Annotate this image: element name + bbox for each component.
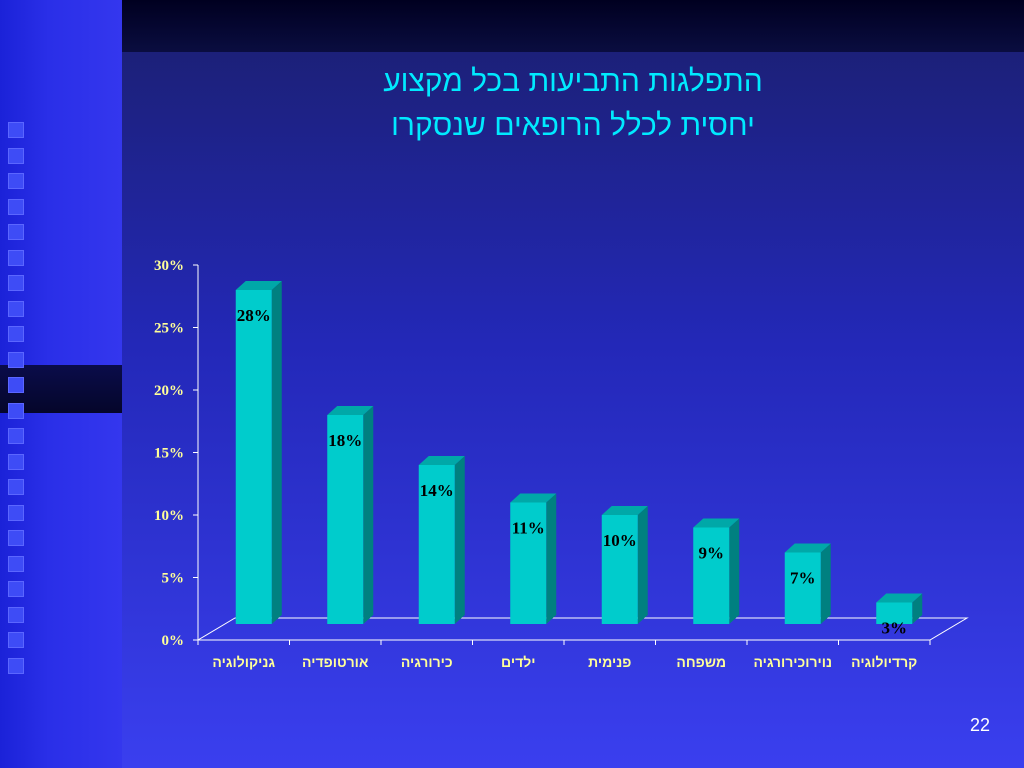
bar-top	[693, 518, 740, 528]
y-tick-label: 10%	[154, 508, 184, 524]
decorative-square	[8, 326, 24, 342]
y-tick-label: 25%	[154, 321, 184, 337]
page-number: 22	[969, 715, 990, 735]
decorative-square	[8, 453, 24, 470]
decorative-square	[8, 147, 24, 164]
decorative-square	[8, 504, 24, 521]
decorative-square	[8, 122, 24, 138]
bar	[510, 502, 547, 624]
decorative-square	[8, 606, 24, 623]
bar-value-label: 28%	[237, 306, 271, 325]
bar-value-label: 7%	[790, 569, 816, 588]
bar-side	[363, 406, 374, 624]
bar-top	[876, 593, 923, 603]
x-category-label: גניקולוגיה	[212, 654, 275, 670]
bar-side	[546, 493, 557, 624]
bar-side	[729, 518, 740, 624]
decorative-square	[8, 377, 24, 393]
bar-value-label: 10%	[603, 531, 637, 550]
bar-top	[327, 406, 374, 415]
bar-top	[784, 543, 831, 553]
decorative-square	[8, 632, 24, 648]
bar	[693, 527, 730, 624]
bar-side	[271, 281, 282, 624]
bar-top	[601, 506, 648, 515]
decorative-square	[8, 657, 24, 674]
slide-title: התפלגות התביעות בכל מקצוע יחסית לכלל הרו…	[122, 60, 1024, 148]
bar-side	[912, 593, 923, 624]
bar	[327, 415, 364, 624]
decorative-square	[8, 428, 24, 444]
decorative-square	[8, 351, 24, 368]
bar-value-label: 11%	[512, 519, 545, 538]
x-category-label: כירורגיה	[401, 654, 453, 670]
bar-top	[510, 493, 557, 503]
bar	[418, 465, 455, 624]
decorative-square	[8, 402, 24, 419]
y-tick-label: 0%	[162, 633, 185, 649]
y-tick-label: 15%	[154, 446, 184, 462]
title-line-1: התפלגות התביעות בכל מקצוע	[383, 65, 763, 98]
bar	[876, 602, 913, 624]
x-category-label: פנימית	[588, 654, 631, 670]
decorative-square	[8, 198, 24, 215]
y-tick-label: 5%	[162, 571, 185, 587]
x-category-label: נוירוכירורגיה	[753, 654, 832, 670]
bar	[784, 552, 821, 624]
y-tick-label: 20%	[154, 383, 184, 399]
top-band	[122, 0, 1024, 52]
decorative-square	[8, 275, 24, 291]
bar-value-label: 14%	[420, 481, 454, 500]
bar-value-label: 9%	[699, 544, 725, 563]
x-category-label: ילדים	[501, 654, 535, 670]
bar-side	[454, 456, 465, 624]
decorative-square	[8, 224, 24, 240]
decorative-square	[8, 555, 24, 572]
bar-side	[820, 543, 831, 624]
title-line-2: יחסית לכלל הרופאים שנסקרו	[391, 109, 755, 142]
y-tick-label: 30%	[154, 258, 184, 274]
bar-value-label: 3%	[882, 619, 908, 638]
decorative-square	[8, 581, 24, 597]
chart-floor	[196, 617, 969, 641]
bar-top	[418, 456, 465, 465]
x-category-label: אורטופדיה	[302, 654, 369, 670]
decorative-square	[8, 173, 24, 189]
decorative-square	[8, 249, 24, 266]
bar	[235, 290, 272, 624]
x-category-label: משפחה	[676, 654, 726, 670]
bar-top	[235, 281, 282, 290]
decorative-square	[8, 479, 24, 495]
bar	[601, 515, 638, 624]
decorative-square	[8, 300, 24, 317]
bar-value-label: 18%	[328, 431, 362, 450]
x-category-label: קרדיולוגיה	[851, 654, 917, 670]
decorative-square	[8, 530, 24, 546]
bar-side	[637, 506, 648, 624]
